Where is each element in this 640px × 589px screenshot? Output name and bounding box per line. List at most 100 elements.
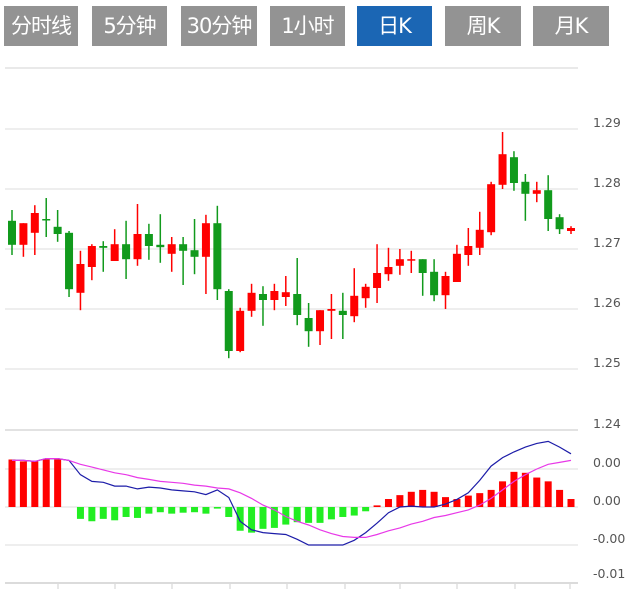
candle-body (281, 292, 290, 297)
candle (418, 259, 427, 296)
macd-bar (111, 507, 119, 521)
candle-body (338, 310, 347, 315)
macd-bar (225, 507, 233, 517)
candle-body (395, 259, 404, 266)
tab-3[interactable]: 1小时 (270, 6, 345, 46)
macd-bar (510, 471, 518, 507)
macd-bar (122, 507, 130, 517)
candle-body (53, 226, 62, 234)
candle-body (304, 318, 313, 332)
candle (361, 283, 370, 308)
candle (509, 151, 518, 191)
candle-body (487, 184, 496, 233)
macd-tick-label: 0.00 (593, 455, 621, 470)
candle-body (544, 190, 553, 219)
candle (373, 244, 382, 303)
candle-body (133, 234, 142, 260)
candle-body (475, 229, 484, 248)
candle-body (247, 292, 256, 311)
macd-tick-label: 1.24 (593, 416, 621, 431)
macd-bar (339, 507, 347, 517)
candle-body (224, 291, 233, 351)
macd-bar (407, 491, 415, 507)
candle (384, 247, 393, 281)
candle (555, 214, 564, 234)
candle-body (316, 310, 325, 332)
candle (350, 268, 359, 323)
candle-body (407, 259, 416, 261)
candle-body (156, 244, 165, 248)
macd-bar (88, 507, 96, 522)
candle-body (19, 223, 28, 245)
candle (87, 244, 96, 281)
period-tabs: 分时线 5分钟 30分钟 1小时 日K 周K 月K (0, 0, 640, 50)
candle (201, 214, 210, 294)
candle-body (122, 244, 131, 260)
candle-body (509, 157, 518, 183)
macd-bar (544, 481, 552, 507)
candle (258, 286, 267, 326)
macd-bar (350, 507, 358, 516)
macd-tick-label: -0.01 (593, 566, 625, 581)
macd-bar (99, 507, 107, 519)
tab-2[interactable]: 30分钟 (181, 6, 257, 46)
macd-bar (464, 495, 472, 507)
candle-body (361, 286, 370, 299)
macd-bar (8, 459, 16, 507)
macd-bar (179, 507, 187, 513)
candle-body (76, 264, 85, 293)
candle-body (521, 181, 530, 194)
candle (236, 307, 245, 353)
candle (430, 259, 439, 302)
macd-bar (191, 507, 199, 513)
tab-1[interactable]: 5分钟 (92, 6, 167, 46)
price-tick-label: 1.25 (593, 355, 621, 370)
candle-body (258, 294, 267, 300)
macd-bar (76, 507, 84, 519)
candle (122, 220, 131, 279)
macd-bar (213, 507, 221, 509)
macd-bar (442, 497, 450, 507)
candle (452, 244, 461, 282)
price-tick-label: 1.26 (593, 295, 621, 310)
tab-6[interactable]: 月K (533, 6, 609, 46)
macd-bar (430, 491, 438, 507)
candle (179, 237, 188, 285)
macd-bar (236, 507, 244, 531)
candle-body (270, 291, 279, 300)
macd-bar (31, 461, 39, 507)
macd-bar (202, 507, 210, 514)
macd-bar (373, 505, 381, 507)
candle-body (498, 154, 507, 185)
candle (167, 237, 176, 272)
macd-bar (168, 507, 176, 514)
macd-bar (54, 459, 62, 507)
candle-body (110, 244, 119, 261)
macd-bar (396, 495, 404, 507)
candle (156, 214, 165, 263)
tab-0[interactable]: 分时线 (4, 6, 78, 46)
candle (213, 205, 222, 300)
candle-body (430, 271, 439, 296)
macd-tick-label: -0.00 (593, 531, 625, 546)
candle (30, 205, 39, 255)
tab-5[interactable]: 周K (445, 6, 521, 46)
macd-bar (293, 507, 301, 523)
macd-bar (156, 507, 164, 513)
candle (247, 283, 256, 317)
macd-bar (19, 461, 27, 507)
candle (53, 210, 62, 242)
candle (327, 294, 336, 339)
tab-4[interactable]: 日K (357, 6, 432, 46)
candle-body (65, 232, 74, 290)
macd-bar (567, 499, 575, 507)
candle-body (441, 276, 450, 296)
macd-tick-label: 0.00 (593, 493, 621, 508)
candle (224, 289, 233, 359)
candle-body (201, 223, 210, 257)
price-tick-label: 1.29 (593, 115, 621, 130)
candle-body (213, 223, 222, 290)
candle (144, 223, 153, 260)
candle-body (30, 213, 39, 233)
